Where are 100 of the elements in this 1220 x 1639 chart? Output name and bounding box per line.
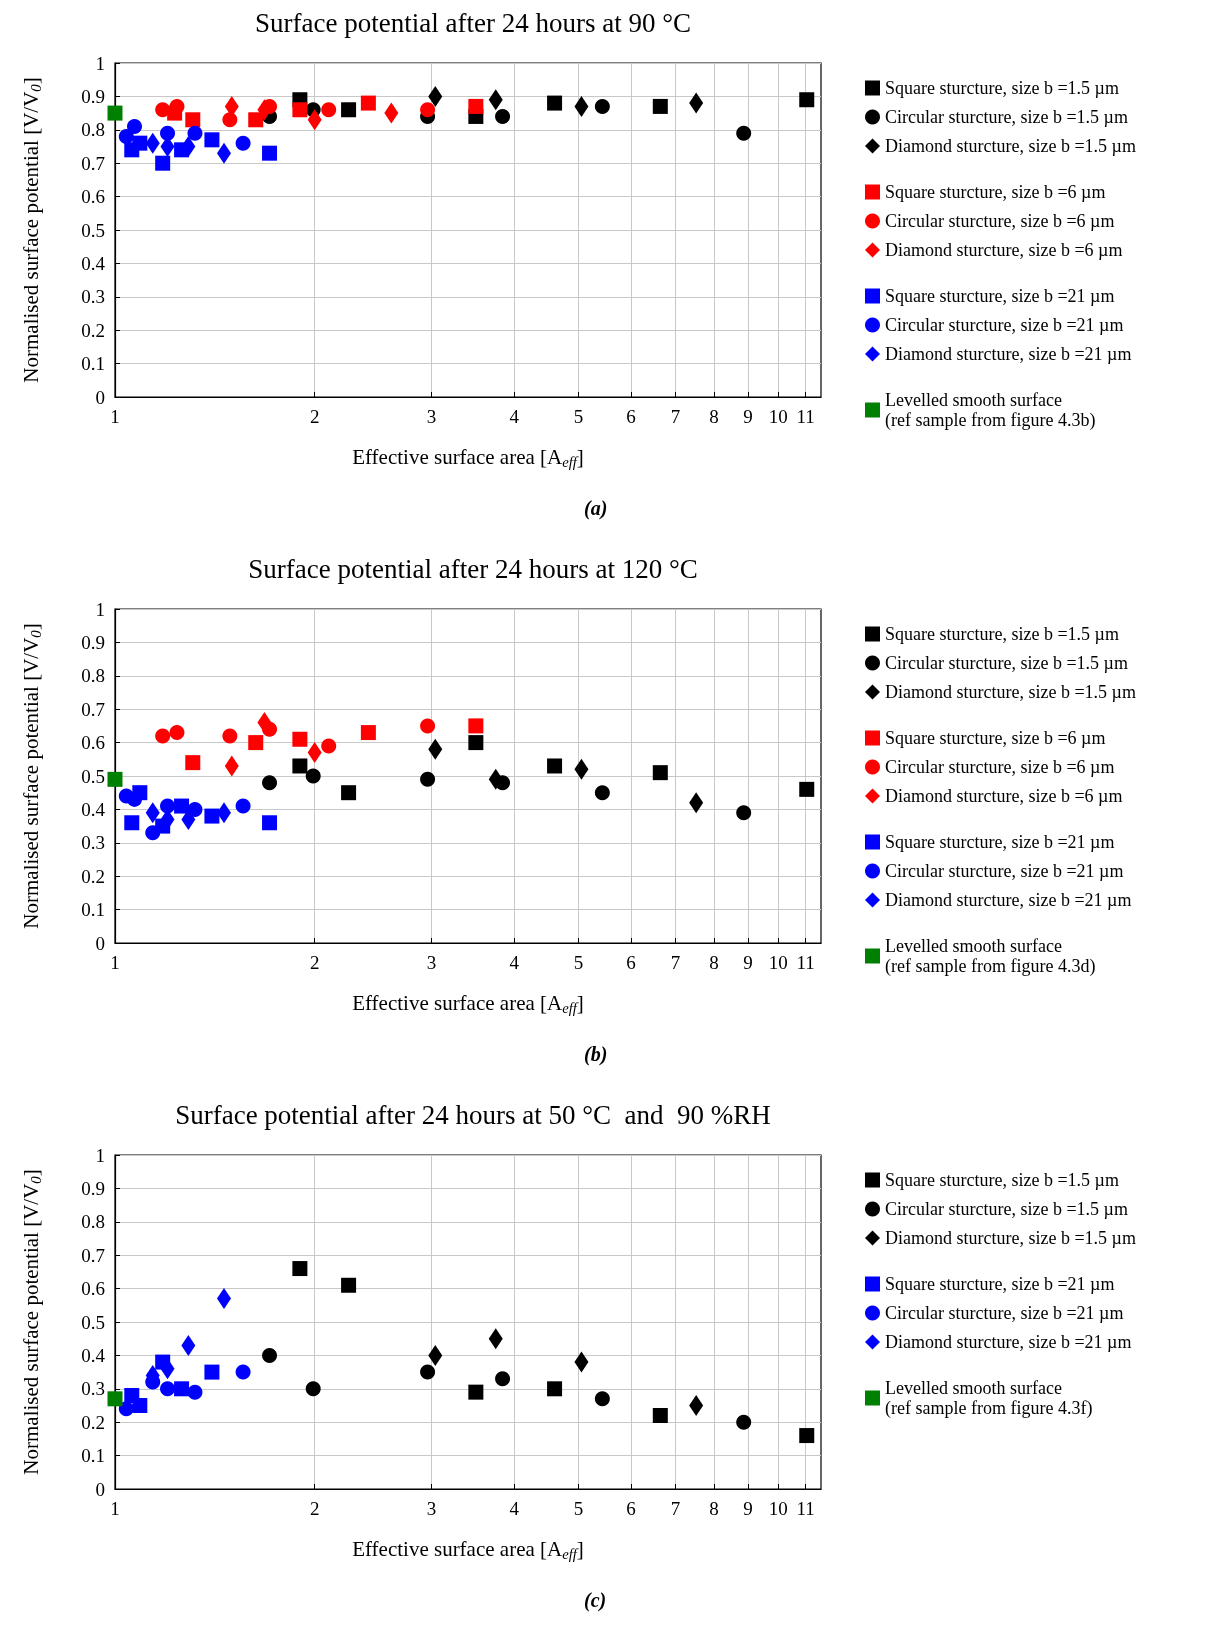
y-tick-label: 0.4: [81, 1344, 106, 1366]
y-tick-label: 0: [95, 1478, 105, 1500]
x-tick-label: 11: [796, 1498, 815, 1519]
x-tick-label: 3: [426, 1498, 437, 1519]
x-tick-label: 11: [796, 406, 815, 427]
x-tick-label: 1: [110, 952, 120, 973]
x-tick-label: 3: [426, 406, 437, 427]
chart-title: Surface potential after 24 hours at 120 °C: [248, 553, 698, 584]
x-tick-label: 10: [768, 952, 788, 973]
y-tick-label: 0.2: [81, 865, 105, 887]
x-tick-label: 4: [509, 406, 520, 427]
y-tick-label: 0.4: [81, 252, 106, 274]
legend-label: Circular sturcture, size b =6 µm: [885, 757, 1115, 777]
x-tick-label: 4: [509, 1498, 520, 1519]
legend-label: Diamond sturcture, size b =21 µm: [885, 890, 1132, 910]
legend-label: Diamond sturcture, size b =21 µm: [885, 1332, 1132, 1352]
x-tick-label: 1: [110, 406, 120, 427]
x-tick-label: 8: [709, 406, 719, 427]
x-tick-label: 9: [743, 952, 753, 973]
legend-label: Diamond sturcture, size b =6 µm: [885, 786, 1123, 806]
x-tick-label: 10: [768, 1498, 788, 1519]
y-tick-label: 0.7: [81, 152, 105, 174]
legend-label: Levelled smooth surface (ref sample from figure 4.3f): [885, 1378, 1093, 1419]
x-tick-label: 6: [626, 952, 636, 973]
x-tick-label: 6: [626, 1498, 636, 1519]
y-axis-title: Normalised surface potential [V/V0]: [18, 1169, 44, 1475]
y-tick-label: 0.8: [81, 665, 105, 687]
legend-label: Circular sturcture, size b =1.5 µm: [885, 653, 1128, 673]
x-axis-title: Effective surface area [Aeff]: [352, 1537, 584, 1562]
y-tick-label: 0.5: [81, 1311, 105, 1333]
x-axis-title: Effective surface area [Aeff]: [352, 991, 584, 1016]
legend-label: Square sturcture, size b =1.5 µm: [885, 78, 1119, 98]
text: (b): [584, 1043, 608, 1066]
y-tick-label: 0.9: [81, 85, 105, 107]
x-tick-label: 7: [670, 952, 681, 973]
x-tick-label: 5: [573, 406, 584, 427]
legend-label: Diamond sturcture, size b =6 µm: [885, 240, 1123, 260]
legend-label: Circular sturcture, size b =21 µm: [885, 861, 1124, 881]
x-tick-label: 2: [309, 1498, 320, 1519]
x-tick-label: 5: [573, 952, 584, 973]
y-tick-label: 1: [95, 52, 105, 74]
legend-label: Circular sturcture, size b =1.5 µm: [885, 1199, 1128, 1219]
x-tick-label: 2: [309, 952, 320, 973]
legend-label: Circular sturcture, size b =1.5 µm: [885, 107, 1128, 127]
y-tick-label: 0.3: [81, 832, 105, 854]
legend-label: Diamond sturcture, size b =1.5 µm: [885, 136, 1136, 156]
y-axis-title: Normalised surface potential [V/V0]: [18, 77, 44, 383]
legend-label: Square sturcture, size b =1.5 µm: [885, 624, 1119, 644]
x-tick-label: 6: [626, 406, 636, 427]
legend-label: Square sturcture, size b =21 µm: [885, 286, 1115, 306]
y-tick-label: 0.2: [81, 1411, 105, 1433]
legend-label: Circular sturcture, size b =21 µm: [885, 315, 1124, 335]
y-tick-label: 0.2: [81, 319, 105, 341]
y-tick-label: 0.5: [81, 219, 105, 241]
text: (c): [584, 1589, 607, 1612]
chart-title: Surface potential after 24 hours at 90 °C: [255, 7, 691, 38]
y-tick-label: 1: [95, 598, 105, 620]
chart-title: Surface potential after 24 hours at 50 °C and 90 %RH: [175, 1099, 771, 1130]
x-tick-label: 2: [309, 406, 320, 427]
x-tick-label: 7: [670, 406, 681, 427]
legend-label: Levelled smooth surface (ref sample from figure 4.3d): [885, 936, 1096, 977]
x-tick-label: 7: [670, 1498, 681, 1519]
x-tick-label: 4: [509, 952, 520, 973]
y-tick-label: 1: [95, 1144, 105, 1166]
x-tick-label: 1: [110, 1498, 120, 1519]
legend-label: Square sturcture, size b =21 µm: [885, 832, 1115, 852]
y-tick-label: 0.6: [81, 1278, 105, 1300]
y-tick-label: 0.5: [81, 765, 105, 787]
y-tick-label: 0.6: [81, 186, 105, 208]
legend-label: Circular sturcture, size b =21 µm: [885, 1303, 1124, 1323]
x-axis-title: Effective surface area [Aeff]: [352, 445, 584, 470]
legend-label: Square sturcture, size b =1.5 µm: [885, 1170, 1119, 1190]
y-tick-label: 0.1: [81, 899, 105, 921]
y-tick-label: 0.9: [81, 631, 105, 653]
x-tick-label: 9: [743, 406, 753, 427]
x-tick-label: 10: [768, 406, 788, 427]
legend-label: Diamond sturcture, size b =1.5 µm: [885, 1228, 1136, 1248]
y-tick-label: 0: [95, 386, 105, 408]
x-tick-label: 5: [573, 1498, 584, 1519]
legend-label: Diamond sturcture, size b =1.5 µm: [885, 682, 1136, 702]
y-tick-label: 0.8: [81, 1211, 105, 1233]
y-axis-title: Normalised surface potential [V/V0]: [18, 623, 44, 929]
y-tick-label: 0.3: [81, 1378, 105, 1400]
y-tick-label: 0.6: [81, 732, 105, 754]
y-tick-label: 0.1: [81, 353, 105, 375]
x-tick-label: 8: [709, 952, 719, 973]
x-tick-label: 11: [796, 952, 815, 973]
y-tick-label: 0.4: [81, 798, 106, 820]
legend-label: Square sturcture, size b =21 µm: [885, 1274, 1115, 1294]
y-tick-label: 0.7: [81, 1244, 105, 1266]
text: (a): [584, 497, 608, 520]
y-tick-label: 0.9: [81, 1177, 105, 1199]
y-tick-label: 0.3: [81, 286, 105, 308]
legend-label: Levelled smooth surface (ref sample from figure 4.3b): [885, 390, 1096, 431]
legend-label: Square sturcture, size b =6 µm: [885, 182, 1106, 202]
y-tick-label: 0: [95, 932, 105, 954]
y-tick-label: 0.7: [81, 698, 105, 720]
x-tick-label: 3: [426, 952, 437, 973]
x-tick-label: 9: [743, 1498, 753, 1519]
legend-label: Diamond sturcture, size b =21 µm: [885, 344, 1132, 364]
